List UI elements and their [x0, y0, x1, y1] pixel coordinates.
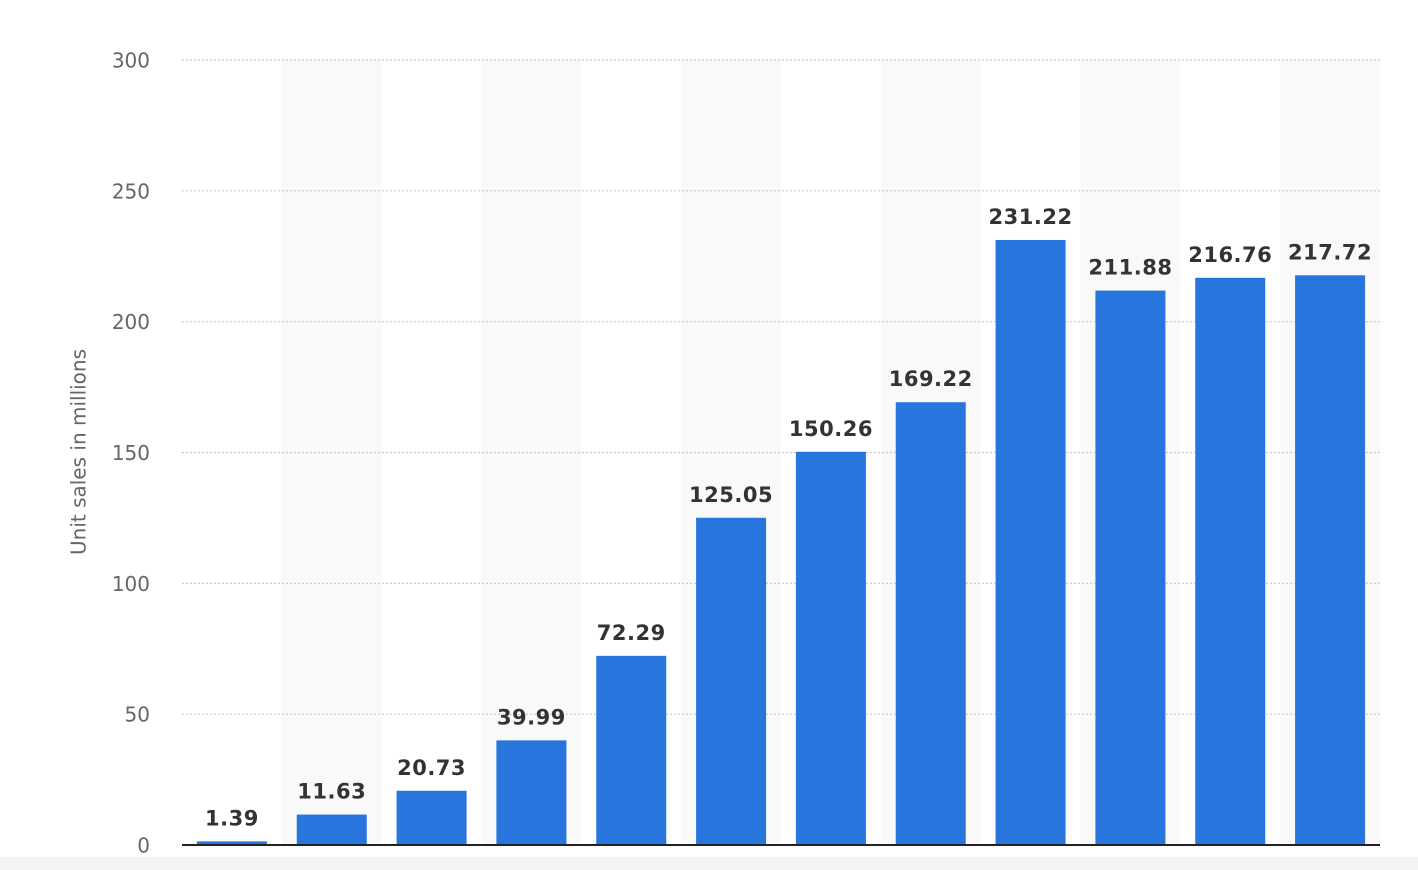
y-tick-label: 50 — [125, 703, 150, 727]
value-label: 169.22 — [889, 367, 973, 391]
value-label: 11.63 — [297, 780, 366, 804]
bar — [1095, 290, 1166, 845]
value-label: 150.26 — [789, 417, 873, 441]
y-tick-label: 200 — [112, 310, 150, 334]
bar — [496, 740, 567, 845]
y-tick-label: 150 — [112, 441, 150, 465]
bar — [1195, 277, 1266, 845]
value-label: 216.76 — [1188, 243, 1272, 267]
bar — [995, 239, 1066, 845]
y-axis-label: Unit sales in millions — [67, 349, 91, 555]
value-label: 1.39 — [205, 806, 259, 830]
value-label: 231.22 — [989, 205, 1073, 229]
value-label: 125.05 — [689, 483, 773, 507]
y-tick-label: 100 — [112, 572, 150, 596]
value-label: 20.73 — [397, 756, 466, 780]
bar — [596, 655, 667, 845]
bar — [196, 841, 267, 845]
y-tick-label: 0 — [137, 834, 150, 858]
value-label: 217.72 — [1288, 240, 1372, 264]
bar — [296, 814, 367, 845]
bar — [1295, 275, 1366, 846]
bar — [795, 451, 866, 845]
bar — [895, 402, 966, 845]
y-tick-label: 300 — [112, 49, 150, 73]
value-label: 211.88 — [1088, 256, 1172, 280]
bar — [396, 790, 467, 845]
y-tick-label: 250 — [112, 179, 150, 203]
bar — [696, 517, 767, 845]
value-label: 39.99 — [497, 705, 566, 729]
value-label: 72.29 — [597, 621, 666, 645]
bottom-strip — [0, 857, 1418, 870]
